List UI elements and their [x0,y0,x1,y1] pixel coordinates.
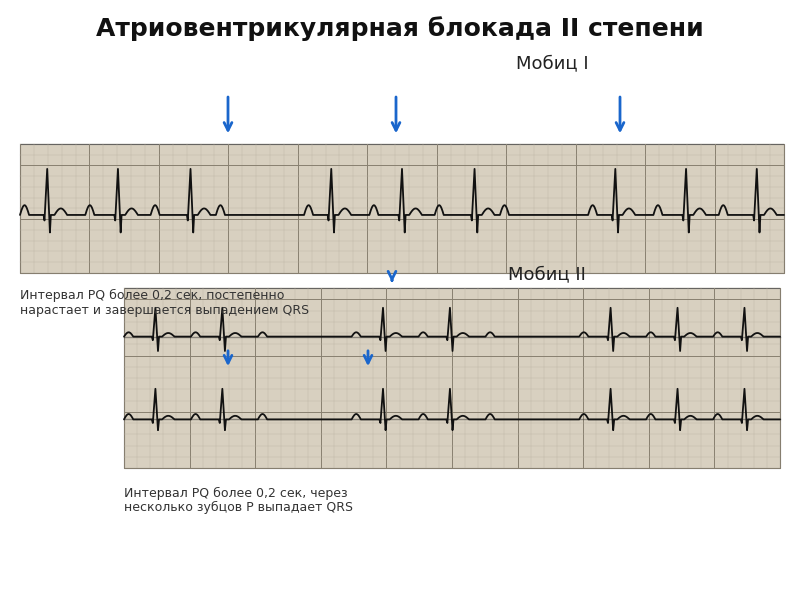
Text: Интервал PQ более 0,2 сек, постепенно: Интервал PQ более 0,2 сек, постепенно [20,289,284,302]
Bar [124,288,780,468]
Bar [20,144,784,273]
Text: Интервал PQ более 0,2 сек, через: Интервал PQ более 0,2 сек, через [124,487,348,500]
Text: несколько зубцов Р выпадает QRS: несколько зубцов Р выпадает QRS [124,500,353,514]
Text: нарастает и завершается выпадением QRS: нарастает и завершается выпадением QRS [20,304,309,317]
Text: Мобиц I: Мобиц I [516,54,589,72]
Text: Атриовентрикулярная блокада II степени: Атриовентрикулярная блокада II степени [96,16,704,41]
Text: Мобиц II: Мобиц II [508,265,586,283]
